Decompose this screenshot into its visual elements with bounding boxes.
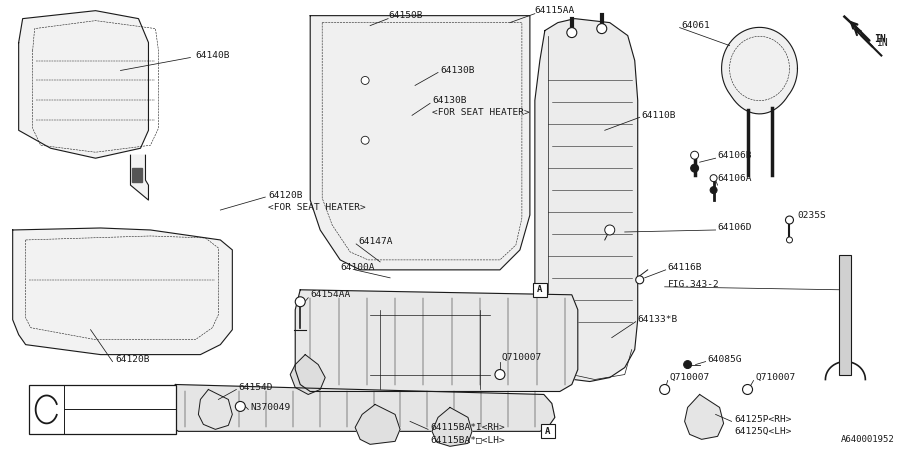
Text: 64106B: 64106B — [717, 151, 752, 160]
Circle shape — [710, 175, 717, 182]
Polygon shape — [290, 355, 325, 395]
Circle shape — [361, 76, 369, 85]
Text: 64115BA*I<RH>: 64115BA*I<RH> — [430, 423, 505, 432]
Text: 64125P<RH>: 64125P<RH> — [734, 415, 792, 424]
Text: <FOR SEAT HEATER>: <FOR SEAT HEATER> — [432, 108, 530, 117]
Polygon shape — [535, 18, 638, 382]
Text: <FOR SEAT HEATER>: <FOR SEAT HEATER> — [268, 202, 366, 211]
Text: A: A — [537, 285, 543, 294]
Circle shape — [690, 151, 698, 159]
Text: 64106D: 64106D — [717, 224, 752, 233]
Text: 64120B: 64120B — [268, 191, 302, 200]
Text: 64147A: 64147A — [358, 238, 392, 247]
Text: Q710007: Q710007 — [755, 373, 796, 382]
Text: 64130B: 64130B — [440, 66, 474, 75]
Polygon shape — [295, 290, 578, 392]
Text: 64154AA: 64154AA — [310, 290, 350, 299]
Circle shape — [660, 384, 670, 395]
Bar — [840, 255, 851, 374]
Text: 64115AA: 64115AA — [535, 6, 575, 15]
Text: FIG.343-2: FIG.343-2 — [668, 280, 719, 289]
Circle shape — [742, 384, 752, 395]
Circle shape — [787, 237, 793, 243]
Polygon shape — [432, 407, 472, 446]
Polygon shape — [198, 390, 232, 429]
Circle shape — [597, 23, 607, 34]
Polygon shape — [685, 395, 724, 439]
Text: 64150B: 64150B — [388, 11, 423, 20]
Text: 64110B: 64110B — [642, 111, 676, 120]
Text: Q710007: Q710007 — [502, 353, 542, 362]
Text: Q710007: Q710007 — [670, 373, 710, 382]
Text: A: A — [545, 427, 551, 436]
Text: 64116B: 64116B — [668, 263, 702, 272]
Text: 64140B: 64140B — [195, 51, 230, 60]
Text: IN: IN — [878, 37, 889, 48]
Circle shape — [361, 136, 369, 144]
Bar — [132, 168, 142, 182]
Text: A640001952: A640001952 — [841, 435, 895, 444]
Polygon shape — [310, 16, 530, 270]
FancyBboxPatch shape — [541, 424, 554, 438]
FancyBboxPatch shape — [29, 384, 176, 434]
Circle shape — [605, 225, 615, 235]
Text: 0235S: 0235S — [797, 211, 826, 220]
Text: 64130B: 64130B — [432, 96, 466, 105]
Circle shape — [786, 216, 794, 224]
Text: 64106A: 64106A — [717, 174, 752, 183]
Text: 64125Q<LH>: 64125Q<LH> — [734, 427, 792, 436]
Polygon shape — [356, 405, 400, 444]
Polygon shape — [130, 155, 148, 200]
Circle shape — [690, 164, 698, 172]
Text: N370049: N370049 — [250, 403, 291, 412]
Circle shape — [684, 360, 691, 369]
Text: 64120B: 64120B — [115, 355, 150, 364]
Circle shape — [235, 401, 246, 411]
Text: 64154D: 64154D — [238, 383, 273, 392]
Text: 64133*B: 64133*B — [638, 315, 678, 324]
Text: IN: IN — [874, 34, 886, 44]
Polygon shape — [13, 228, 232, 355]
Polygon shape — [166, 384, 554, 432]
Circle shape — [567, 27, 577, 38]
Polygon shape — [19, 11, 149, 158]
Circle shape — [710, 187, 717, 194]
Text: 64333N: 64333N — [68, 393, 100, 402]
Circle shape — [495, 369, 505, 379]
Text: 64100A: 64100A — [340, 263, 374, 272]
Text: 64115BA*□<LH>: 64115BA*□<LH> — [430, 435, 505, 444]
Text: 64085G: 64085G — [707, 355, 742, 364]
Circle shape — [635, 276, 644, 284]
Polygon shape — [722, 27, 797, 114]
FancyBboxPatch shape — [533, 283, 547, 297]
Circle shape — [295, 297, 305, 307]
Text: 64061: 64061 — [681, 21, 710, 30]
Text: HOG RING Qty60: HOG RING Qty60 — [68, 416, 137, 425]
